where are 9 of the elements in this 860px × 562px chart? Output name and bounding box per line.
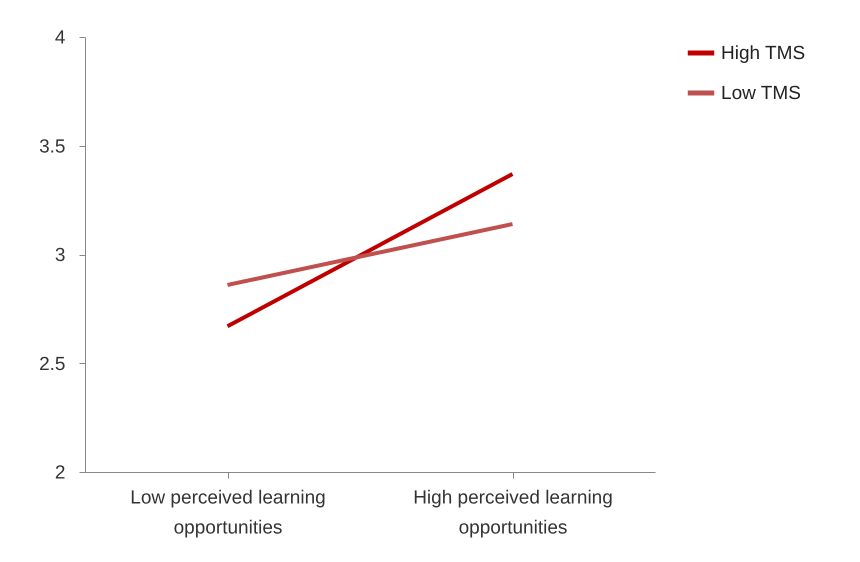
y-tick-label: 3.5 (39, 136, 66, 158)
legend-label: High TMS (721, 43, 806, 64)
y-tick-label: 4 (54, 28, 66, 48)
y-tick-label: 2 (54, 462, 66, 484)
y-tick-label: 2.5 (39, 354, 66, 375)
legend-label: Low TMS (721, 83, 801, 104)
y-tick-label: 3 (54, 245, 66, 266)
x-tick-label: High perceived learning opportunities (413, 488, 613, 538)
x-tick-label: Low perceived learning opportunities (130, 488, 326, 538)
